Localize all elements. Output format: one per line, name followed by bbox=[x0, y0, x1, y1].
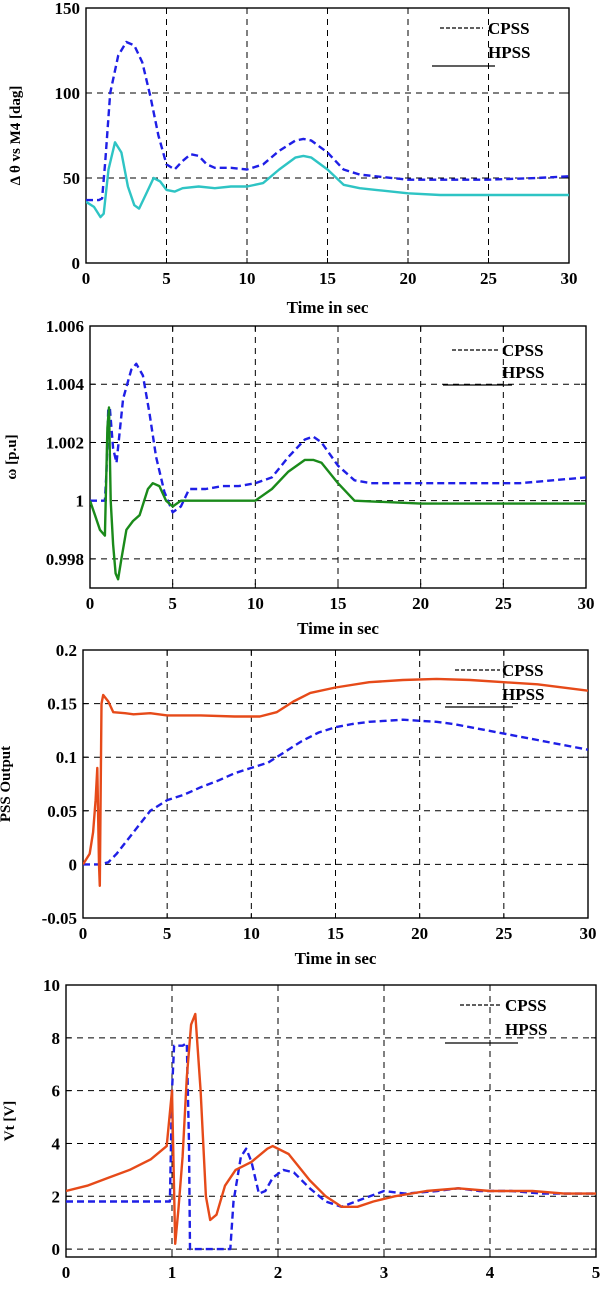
y-tick-label: 150 bbox=[55, 0, 81, 18]
y-tick-label: 1 bbox=[76, 492, 85, 511]
x-tick-label: 25 bbox=[480, 269, 497, 288]
y-tick-label: 0.998 bbox=[46, 550, 84, 569]
x-axis-label: Time in sec bbox=[287, 298, 369, 317]
y-tick-label: 100 bbox=[55, 84, 81, 103]
x-tick-label: 15 bbox=[330, 594, 347, 613]
legend-label: CPSS bbox=[488, 19, 530, 38]
x-tick-label: 30 bbox=[561, 269, 578, 288]
y-tick-label: 1.002 bbox=[46, 433, 84, 452]
x-tick-label: 0 bbox=[86, 594, 95, 613]
y-tick-label: 6 bbox=[52, 1082, 61, 1101]
x-tick-label: 30 bbox=[580, 924, 597, 943]
legend-label: CPSS bbox=[502, 661, 544, 680]
x-tick-label: 0 bbox=[62, 1263, 71, 1282]
y-tick-label: 50 bbox=[63, 169, 80, 188]
x-tick-label: 10 bbox=[239, 269, 256, 288]
series-line-hpss bbox=[86, 141, 569, 219]
x-tick-label: 15 bbox=[319, 269, 336, 288]
series-line-cpss bbox=[66, 1041, 596, 1251]
x-tick-label: 20 bbox=[411, 924, 428, 943]
series-line-cpss bbox=[90, 362, 586, 514]
legend-label: HPSS bbox=[502, 685, 545, 704]
chart-panel-4: 0 1 2 3 4 5 0 2 4 6 8 10 Vt [V] CPSS HPSS bbox=[2, 976, 600, 1282]
y-tick-label: 8 bbox=[52, 1029, 61, 1048]
series-line-cpss bbox=[86, 40, 569, 202]
legend-label: CPSS bbox=[502, 341, 544, 360]
y-tick-label: 0.2 bbox=[56, 641, 77, 660]
x-tick-label: 10 bbox=[247, 594, 264, 613]
legend-label: HPSS bbox=[488, 43, 531, 62]
series-line-hpss bbox=[83, 677, 588, 887]
x-tick-label: 25 bbox=[495, 594, 512, 613]
y-tick-label: 10 bbox=[43, 976, 60, 995]
plot-frame bbox=[65, 984, 597, 1258]
y-tick-label: -0.05 bbox=[42, 909, 77, 928]
chart-panel-1: 0 5 10 15 20 25 30 0 50 100 150 Time in sec Δ θ vs M… bbox=[8, 0, 578, 317]
legend: CPSS HPSS bbox=[432, 19, 531, 67]
x-tick-label: 0 bbox=[79, 924, 88, 943]
x-tick-label: 5 bbox=[592, 1263, 601, 1282]
x-tick-label: 20 bbox=[400, 269, 417, 288]
y-tick-label: 1.006 bbox=[46, 317, 84, 336]
y-axis-label: Δ θ vs M4 [dag] bbox=[8, 86, 24, 186]
y-tick-label: 1.004 bbox=[46, 375, 85, 394]
y-tick-label: 0.1 bbox=[56, 748, 77, 767]
y-tick-label: 0 bbox=[72, 254, 81, 273]
x-tick-label: 0 bbox=[82, 269, 91, 288]
legend: CPSS HPSS bbox=[445, 996, 548, 1044]
legend-label: CPSS bbox=[505, 996, 547, 1015]
series-line-cpss bbox=[83, 718, 588, 866]
x-tick-label: 10 bbox=[243, 924, 260, 943]
x-axis-label: Time in sec bbox=[295, 949, 377, 968]
x-tick-label: 15 bbox=[327, 924, 344, 943]
chart-panel-2: 0 5 10 15 20 25 30 0.998 1 1.002 1.004 1.006 Time in… bbox=[4, 317, 595, 638]
x-tick-label: 5 bbox=[162, 269, 171, 288]
y-axis-label: Vt [V] bbox=[2, 1101, 18, 1141]
x-tick-label: 30 bbox=[578, 594, 595, 613]
x-tick-label: 5 bbox=[163, 924, 172, 943]
y-tick-label: 0 bbox=[52, 1240, 61, 1259]
x-tick-label: 3 bbox=[380, 1263, 389, 1282]
x-tick-label: 4 bbox=[486, 1263, 495, 1282]
y-axis-label: ω [p.u] bbox=[4, 434, 20, 479]
x-tick-label: 1 bbox=[168, 1263, 177, 1282]
legend-label: HPSS bbox=[502, 363, 545, 382]
y-tick-label: 0.05 bbox=[47, 802, 77, 821]
legend-label: HPSS bbox=[505, 1020, 548, 1039]
x-axis-label: Time in sec bbox=[297, 619, 379, 638]
series-line-hpss bbox=[90, 406, 586, 581]
y-axis-label: PSS Output bbox=[0, 746, 14, 822]
y-tick-label: 2 bbox=[52, 1187, 61, 1206]
y-tick-label: 0 bbox=[69, 855, 78, 874]
legend: CPSS HPSS bbox=[445, 661, 545, 708]
x-tick-label: 5 bbox=[168, 594, 177, 613]
x-tick-label: 25 bbox=[495, 924, 512, 943]
x-tick-label: 20 bbox=[412, 594, 429, 613]
legend: CPSS HPSS bbox=[443, 341, 545, 386]
y-tick-label: 0.15 bbox=[47, 695, 77, 714]
series-line-hpss bbox=[66, 1012, 596, 1245]
y-tick-label: 4 bbox=[52, 1134, 61, 1153]
x-tick-label: 2 bbox=[274, 1263, 283, 1282]
